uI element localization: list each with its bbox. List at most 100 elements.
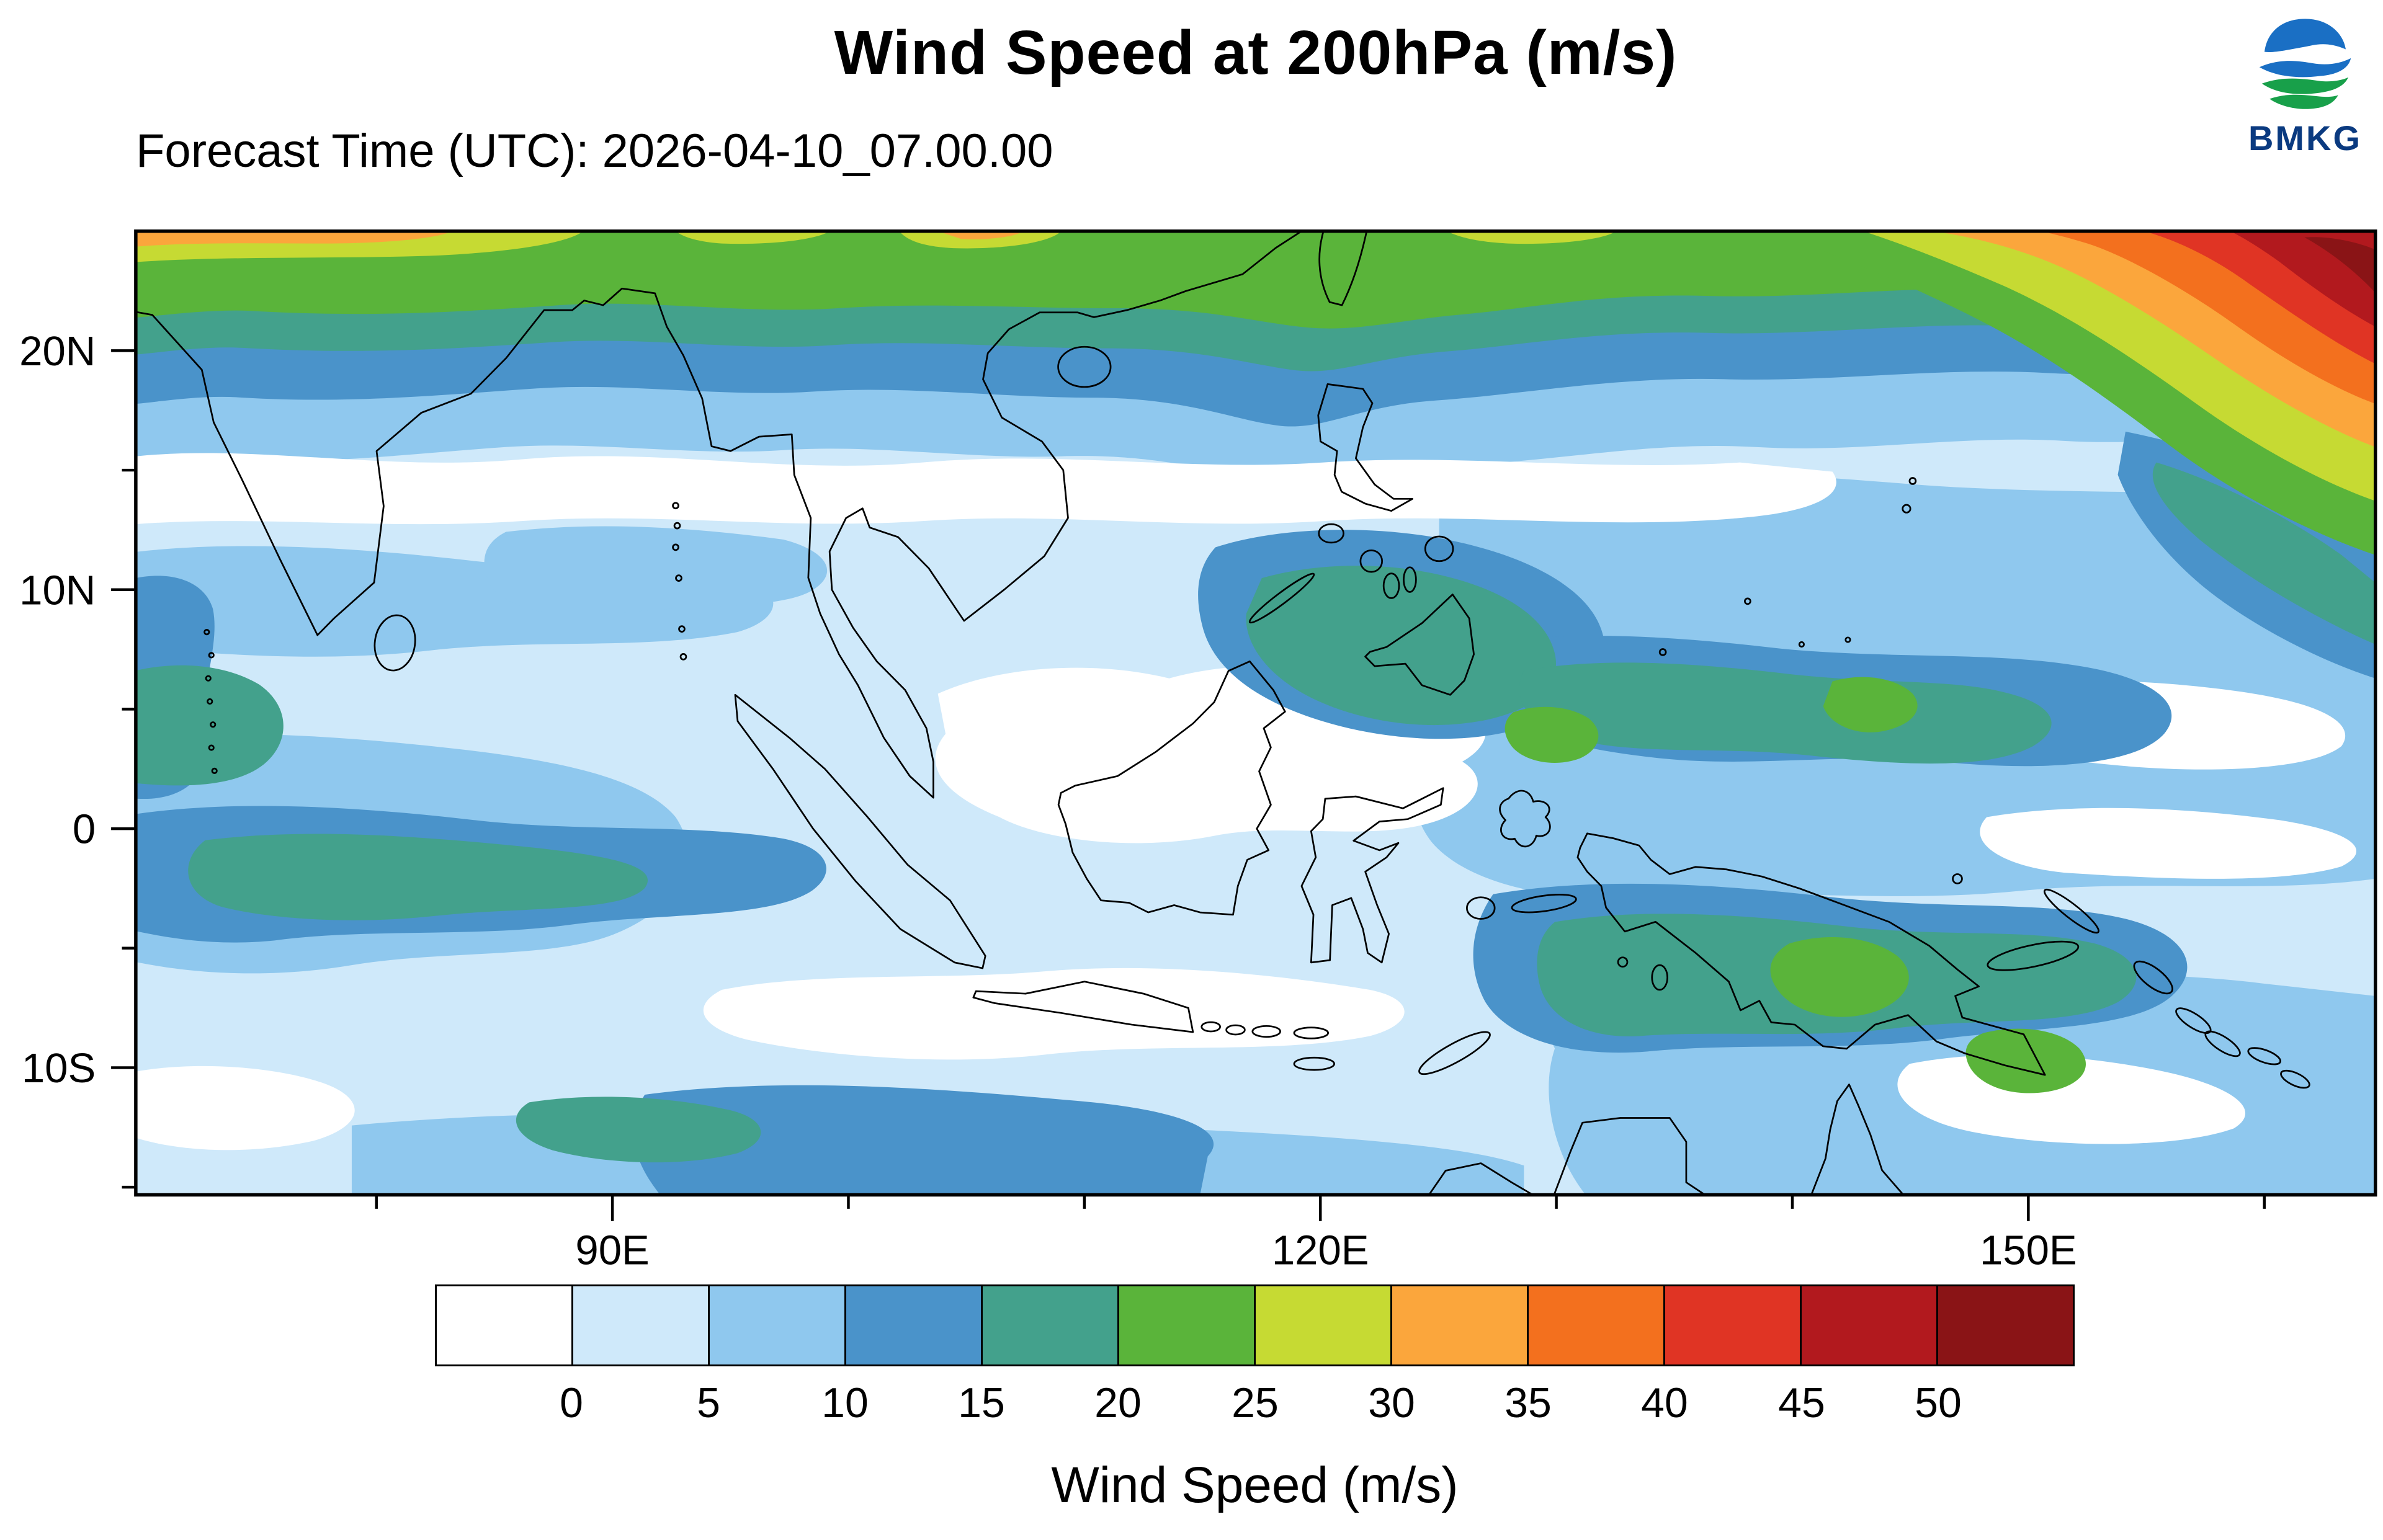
colorbar-box <box>1665 1286 1802 1364</box>
colorbar-tick: 25 <box>1232 1379 1279 1427</box>
colorbar-tick: 30 <box>1368 1379 1415 1427</box>
teal-equator-left <box>188 834 648 920</box>
colorbar-boxes <box>435 1284 2075 1366</box>
teal-right-edge <box>2152 462 2376 644</box>
coastline-borneo <box>1057 660 1286 916</box>
contour-over-50 <box>2304 237 2376 293</box>
coastline-java <box>972 981 1194 1033</box>
green-blob-philippine-sea <box>1504 706 1599 763</box>
coastline-timor <box>1418 1031 1491 1075</box>
colorbar-box <box>437 1286 573 1364</box>
colorbar-tick: 35 <box>1504 1379 1552 1427</box>
colorbar-tick: 50 <box>1915 1379 1962 1427</box>
coastline-samar <box>1424 535 1454 563</box>
coastline-solomon-4 <box>2280 1069 2310 1089</box>
coastline-australia-kimberley <box>1428 1162 1534 1195</box>
contour-white-patches <box>135 453 2357 1151</box>
colorbar-tick: 15 <box>958 1379 1005 1427</box>
coastline-mindanao <box>1364 594 1475 696</box>
coastline-maldives <box>203 629 218 774</box>
forecast-time-label: Forecast Time (UTC): 2026-04-10_07.00.00 <box>136 125 1053 177</box>
coastline-andaman-nicobar <box>672 502 687 661</box>
teal-philippines <box>1246 566 1557 726</box>
coastline-halmahera <box>1499 790 1551 848</box>
white-bottom-left <box>135 1066 355 1151</box>
coastline-buru <box>1466 896 1496 920</box>
map-frame <box>111 229 2377 1221</box>
coastline-solomon-2 <box>2204 1030 2241 1057</box>
coastline-australia-top-end <box>1553 1117 1706 1195</box>
contour-bay-of-bengal <box>484 526 828 615</box>
coastlines <box>135 231 2310 1195</box>
coastline-new-britain <box>1987 940 2080 971</box>
yellowgreen-strip-2 <box>899 231 1062 249</box>
white-upper-band <box>135 453 1836 525</box>
coastline-solomon-3 <box>2247 1047 2282 1066</box>
colorbar-tick: 40 <box>1641 1379 1688 1427</box>
colorbar-box <box>1938 1286 2073 1364</box>
coastline-flores <box>1293 1026 1330 1039</box>
coastline-sulawesi <box>1300 787 1444 964</box>
colorbar-tick: 5 <box>697 1379 720 1427</box>
colorbar-box <box>1256 1286 1392 1364</box>
colorbar-box <box>1802 1286 1938 1364</box>
colorbar-box <box>573 1286 710 1364</box>
colorbar-title: Wind Speed (m/s) <box>1051 1457 1459 1513</box>
coastline-new-guinea <box>1576 832 2046 1076</box>
x-label-120e: 120E <box>1272 1227 1369 1273</box>
colorbar: 0 5 10 15 20 25 30 35 40 45 50 <box>435 1284 2075 1471</box>
coastline-sumbawa <box>1251 1025 1281 1038</box>
green-blob-solomon <box>1965 1028 2086 1093</box>
colorbar-box <box>846 1286 983 1364</box>
coastline-micronesia <box>1658 477 1917 656</box>
bmkg-logo: BMKG <box>2232 9 2378 158</box>
colorbar-tick: 45 <box>1778 1379 1825 1427</box>
x-label-90e: 90E <box>575 1227 649 1273</box>
y-label-10s: 10S <box>22 1045 96 1092</box>
bmkg-logo-text: BMKG <box>2248 118 2363 158</box>
coastline-australia-cape-york <box>1810 1084 1905 1195</box>
white-bottom-center <box>703 968 1405 1060</box>
bmkg-logo-icon <box>2259 19 2351 109</box>
y-label-0: 0 <box>73 806 96 853</box>
colorbar-box <box>983 1286 1119 1364</box>
deep-bottom-center <box>633 1085 1214 1195</box>
colorbar-box <box>710 1286 846 1364</box>
colorbar-box <box>1529 1286 1665 1364</box>
teal-bottom-small <box>516 1097 761 1163</box>
coastline-new-ireland <box>2043 888 2099 934</box>
coastline-bougainville <box>2133 960 2173 995</box>
coastline-panay <box>1359 549 1384 573</box>
coastline-negros <box>1382 572 1400 599</box>
coastline-sumba <box>1293 1056 1335 1071</box>
colorbar-box <box>1392 1286 1529 1364</box>
y-label-10n: 10N <box>19 567 96 613</box>
map-border <box>134 229 2377 1197</box>
contour-field <box>135 231 2376 1195</box>
colorbar-tick: 0 <box>560 1379 583 1427</box>
coastline-palawan <box>1248 572 1315 624</box>
orange-topleft <box>135 231 452 247</box>
coastline-sri-lanka <box>373 614 416 672</box>
coastline-aru <box>1651 964 1668 991</box>
colorbar-box <box>1119 1286 1256 1364</box>
x-label-150e: 150E <box>1980 1227 2077 1273</box>
white-right-lower <box>1980 808 2357 879</box>
coastline-seram <box>1511 894 1577 914</box>
orange-spot <box>937 231 1023 239</box>
wind-speed-map: 20N 10N 0 10S 90E 120E 150E <box>19 229 2377 1273</box>
axis-labels: 20N 10N 0 10S 90E 120E 150E <box>19 328 2077 1273</box>
yellowgreen-strip-1 <box>676 231 830 244</box>
coastline-bali <box>1200 1021 1221 1033</box>
colorbar-tick: 10 <box>821 1379 869 1427</box>
green-blob-new-guinea <box>1770 937 1909 1017</box>
coastline-hainan <box>1057 345 1112 388</box>
teal-right-center <box>1519 662 2052 764</box>
coastline-sumatra <box>734 693 986 969</box>
darkest-core <box>2304 237 2376 293</box>
green-top-band <box>135 231 2376 329</box>
green-blob-pacific <box>1823 677 1918 732</box>
coastline-cebu <box>1403 566 1417 593</box>
coastline-mindoro <box>1318 523 1344 544</box>
